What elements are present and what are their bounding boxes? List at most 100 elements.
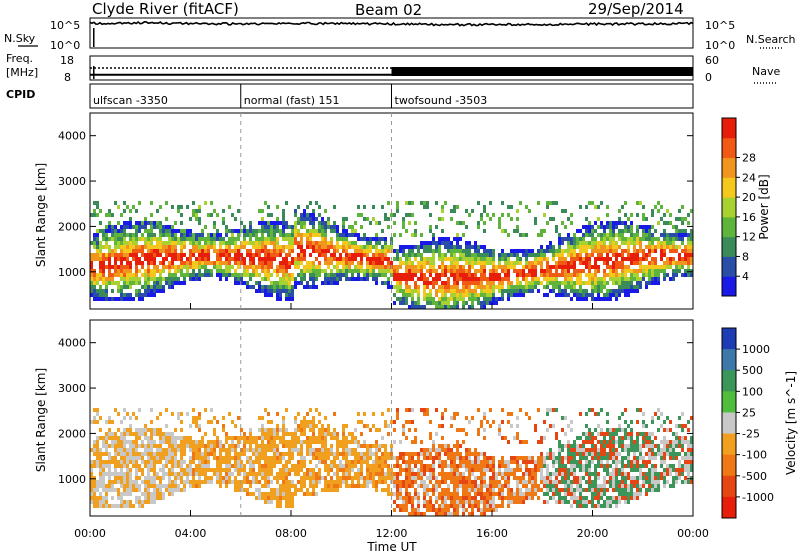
power-cell: [618, 245, 621, 249]
velocity-cell: [156, 428, 159, 432]
velocity-cell: [543, 456, 546, 460]
power-cell: [228, 241, 231, 245]
power-cell: [297, 273, 300, 277]
velocity-cell: [444, 444, 447, 448]
velocity-cell: [435, 476, 438, 480]
velocity-cell: [93, 408, 96, 412]
beam-title: Beam 02: [355, 1, 422, 19]
velocity-cell: [465, 480, 468, 484]
velocity-cell: [144, 444, 147, 448]
velocity-cell: [444, 408, 447, 412]
power-cell: [417, 297, 420, 301]
power-cell: [672, 261, 675, 265]
power-cell: [147, 229, 150, 233]
velocity-cell: [384, 452, 387, 456]
power-cell: [375, 241, 378, 245]
velocity-cell: [273, 460, 276, 464]
velocity-cell: [255, 460, 258, 464]
velocity-cell: [90, 468, 93, 472]
power-cell: [429, 225, 432, 229]
power-cell: [321, 281, 324, 285]
velocity-cell: [141, 440, 144, 444]
power-cell: [381, 205, 384, 209]
power-cell: [456, 221, 459, 225]
power-cell: [123, 233, 126, 237]
power-cell: [402, 249, 405, 253]
power-cell: [195, 209, 198, 213]
velocity-cell: [99, 428, 102, 432]
power-cell: [630, 281, 633, 285]
power-cell: [288, 285, 291, 289]
velocity-cell: [117, 448, 120, 452]
power-cell: [495, 301, 498, 305]
power-cell: [204, 225, 207, 229]
power-cell: [456, 237, 459, 241]
velocity-cell: [333, 484, 336, 488]
velocity-cell: [198, 472, 201, 476]
power-cell: [264, 269, 267, 273]
velocity-cell: [480, 476, 483, 480]
velocity-cell: [483, 504, 486, 508]
power-cell: [147, 293, 150, 297]
velocity-cell: [486, 508, 489, 512]
velocity-cell: [297, 488, 300, 492]
power-cell: [192, 249, 195, 253]
velocity-cell: [399, 456, 402, 460]
velocity-cell: [126, 456, 129, 460]
power-cell: [642, 265, 645, 269]
velocity-cell: [471, 472, 474, 476]
power-cell: [465, 269, 468, 273]
velocity-cell: [411, 496, 414, 500]
velocity-cell: [285, 432, 288, 436]
velocity-cell: [462, 460, 465, 464]
velocity-cell: [222, 444, 225, 448]
velocity-cell: [561, 448, 564, 452]
power-cell: [129, 273, 132, 277]
power-cell: [420, 305, 423, 309]
velocity-cell: [471, 488, 474, 492]
power-cell: [357, 265, 360, 269]
power-cell: [261, 221, 264, 225]
velocity-cell: [99, 472, 102, 476]
power-cell: [642, 257, 645, 261]
power-cell: [459, 265, 462, 269]
power-cell: [204, 237, 207, 241]
velocity-cell: [99, 448, 102, 452]
velocity-cell: [312, 440, 315, 444]
power-cell: [597, 293, 600, 297]
power-cell: [477, 285, 480, 289]
power-cell: [312, 221, 315, 225]
velocity-cell: [144, 496, 147, 500]
power-cell: [450, 289, 453, 293]
power-cell: [630, 273, 633, 277]
power-cell: [660, 233, 663, 237]
velocity-cell: [255, 456, 258, 460]
velocity-cell: [234, 424, 237, 428]
velocity-cell: [402, 460, 405, 464]
power-cell: [138, 257, 141, 261]
power-cell: [117, 205, 120, 209]
velocity-cell: [102, 452, 105, 456]
velocity-cell: [489, 460, 492, 464]
velocity-cell: [291, 484, 294, 488]
power-cell: [213, 265, 216, 269]
power-cell: [585, 273, 588, 277]
power-cell: [660, 265, 663, 269]
power-cell: [621, 273, 624, 277]
velocity-cell: [441, 488, 444, 492]
power-cell: [225, 225, 228, 229]
velocity-cell: [441, 424, 444, 428]
power-cell: [501, 257, 504, 261]
power-cell: [423, 205, 426, 209]
power-cell: [585, 241, 588, 245]
power-cell: [141, 265, 144, 269]
velocity-cell: [498, 492, 501, 496]
power-cell: [393, 213, 396, 217]
power-cell: [561, 209, 564, 213]
velocity-cell: [372, 472, 375, 476]
power-cell: [468, 273, 471, 277]
velocity-cell: [270, 492, 273, 496]
power-cell: [249, 273, 252, 277]
power-cell: [201, 229, 204, 233]
power-cell: [243, 273, 246, 277]
